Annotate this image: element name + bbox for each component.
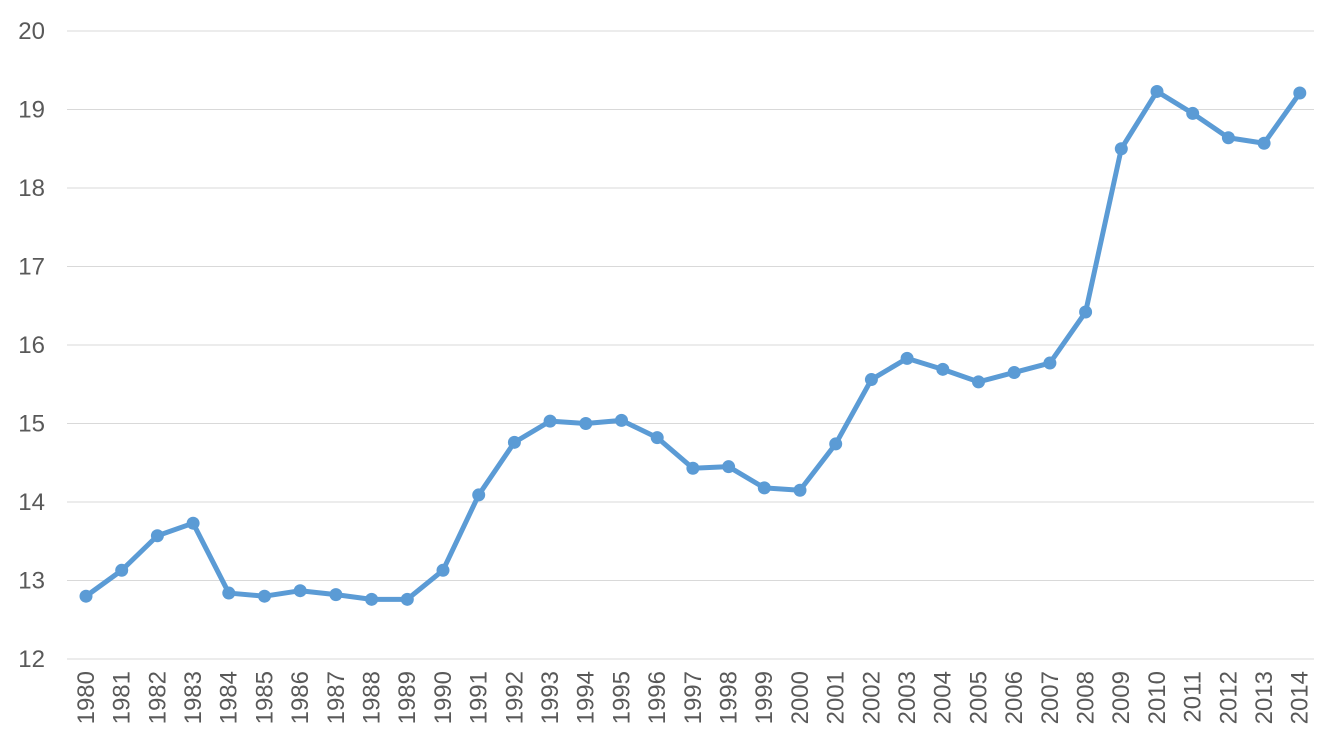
data-point: [864, 373, 878, 387]
x-tick-label: 1986: [287, 671, 314, 724]
x-tick-label: 2006: [1001, 671, 1028, 724]
x-tick-label: 2014: [1287, 671, 1314, 724]
data-point: [1043, 356, 1057, 370]
y-tick-label: 15: [18, 410, 45, 437]
x-tick-label: 2011: [1180, 671, 1207, 723]
x-tick-label: 2007: [1037, 671, 1064, 724]
x-tick-label: 2002: [858, 671, 885, 724]
data-point: [722, 460, 736, 474]
data-point: [579, 417, 593, 430]
data-point: [686, 461, 700, 475]
data-point: [1186, 106, 1200, 120]
data-point: [400, 592, 414, 606]
x-tick-label: 2004: [930, 671, 957, 724]
data-point: [1221, 131, 1235, 145]
x-tick-label: 2003: [894, 671, 921, 724]
x-tick-label: 1990: [430, 671, 457, 724]
data-point: [615, 413, 628, 427]
data-point: [1257, 136, 1271, 150]
data-point: [793, 483, 807, 497]
x-tick-label: 1996: [644, 671, 671, 724]
x-tick-label: 2001: [823, 671, 850, 724]
x-tick-label: 2008: [1073, 671, 1100, 724]
x-tick-label: 1980: [73, 671, 100, 724]
y-tick-label: 14: [18, 489, 45, 516]
data-point: [150, 529, 164, 543]
data-point: [258, 589, 271, 603]
data-point: [650, 431, 664, 445]
data-point: [329, 588, 343, 602]
x-tick-label: 1994: [573, 671, 600, 724]
data-point: [936, 362, 950, 376]
x-tick-label: 2009: [1108, 671, 1135, 724]
data-point: [972, 375, 985, 389]
data-point: [1114, 142, 1128, 156]
data-point: [757, 481, 771, 495]
x-tick-label: 2000: [787, 671, 814, 724]
x-tick-label: 1989: [394, 671, 421, 724]
x-tick-label: 1991: [466, 671, 493, 724]
x-tick-label: 1982: [144, 671, 171, 724]
x-tick-label: 1981: [109, 671, 136, 724]
x-tick-label: 1984: [216, 671, 243, 724]
x-tick-label: 2010: [1144, 671, 1171, 724]
data-point: [1293, 86, 1307, 100]
x-tick-label: 1983: [180, 671, 207, 724]
x-tick-label: 2012: [1215, 671, 1242, 724]
y-tick-label: 20: [18, 18, 45, 45]
data-point: [1007, 365, 1021, 379]
x-tick-label: 1993: [537, 671, 564, 724]
x-tick-label: 2013: [1251, 671, 1278, 724]
data-point: [79, 589, 93, 603]
y-tick-label: 13: [18, 567, 45, 594]
y-tick-label: 16: [18, 332, 45, 359]
data-point: [472, 488, 486, 502]
data-point: [293, 584, 307, 598]
data-point: [186, 516, 200, 530]
x-tick-label: 1999: [751, 671, 778, 724]
y-tick-label: 19: [18, 96, 45, 123]
data-point: [1150, 84, 1164, 98]
data-point: [365, 592, 379, 606]
x-tick-label: 1998: [716, 671, 743, 724]
data-point: [436, 563, 450, 577]
x-tick-label: 1997: [680, 671, 707, 724]
x-tick-label: 1985: [251, 671, 278, 724]
x-tick-label: 1995: [608, 671, 635, 724]
x-tick-label: 2005: [965, 671, 992, 724]
x-tick-label: 1992: [501, 671, 528, 724]
data-point: [543, 414, 557, 428]
y-tick-label: 17: [18, 253, 45, 280]
y-tick-label: 18: [18, 175, 45, 202]
data-point: [222, 586, 236, 600]
data-point: [829, 437, 843, 451]
data-point: [507, 435, 521, 449]
data-point: [115, 563, 129, 577]
data-point: [900, 351, 914, 365]
x-tick-label: 1988: [359, 671, 386, 724]
y-tick-label: 12: [18, 646, 45, 673]
x-tick-label: 1987: [323, 671, 350, 724]
data-point: [1079, 305, 1093, 319]
